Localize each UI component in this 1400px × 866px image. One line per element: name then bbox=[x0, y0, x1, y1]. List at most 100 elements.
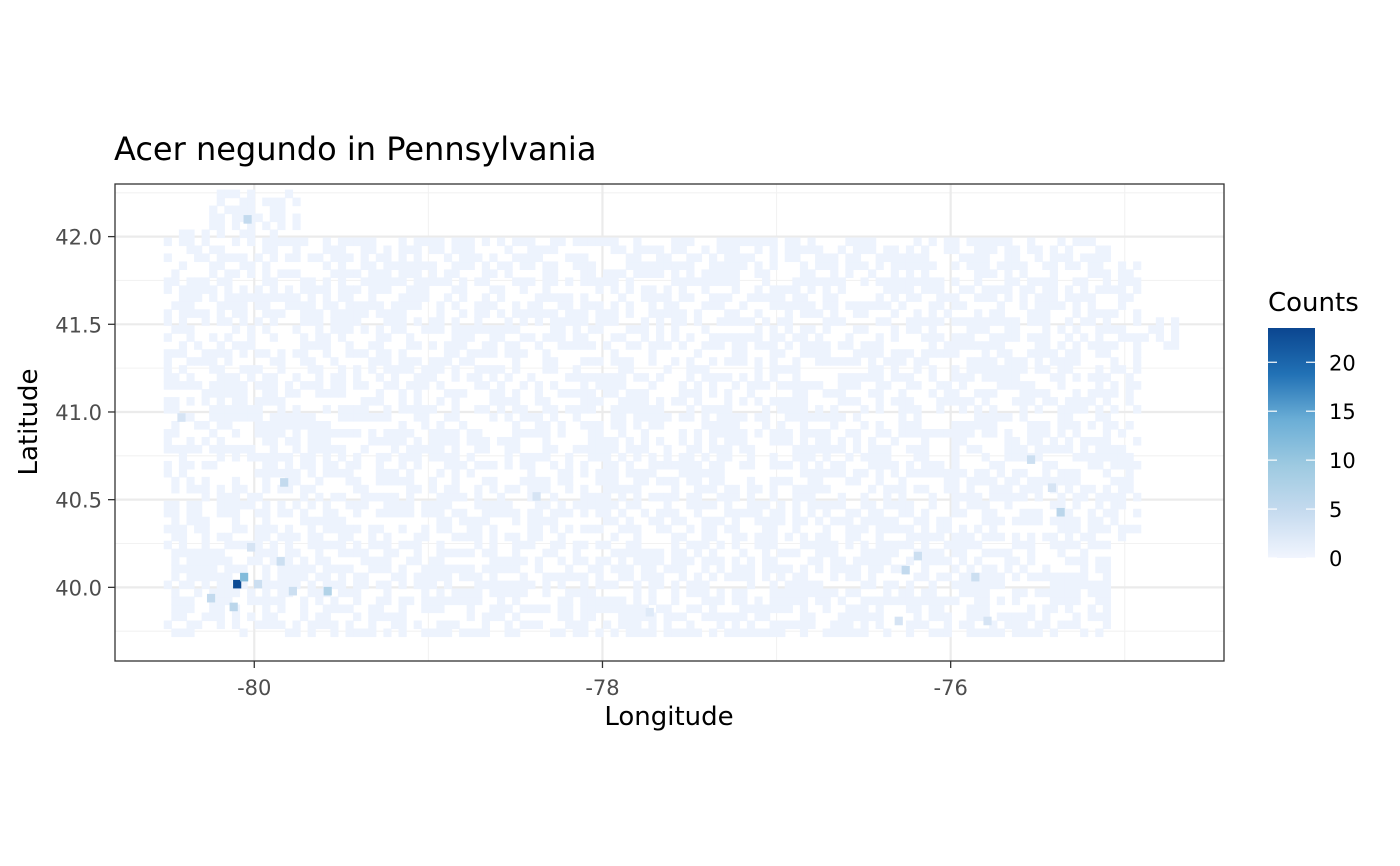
heatmap-cell bbox=[1049, 253, 1058, 263]
heatmap-cell bbox=[390, 436, 400, 446]
heatmap-cell bbox=[254, 253, 263, 263]
heatmap-cell bbox=[966, 397, 975, 406]
heatmap-cell bbox=[936, 349, 945, 358]
heatmap-cell bbox=[815, 556, 824, 566]
heatmap-cell bbox=[701, 341, 710, 350]
heatmap-cell bbox=[209, 405, 218, 414]
heatmap-cell bbox=[762, 405, 771, 414]
heatmap-cell bbox=[345, 500, 354, 510]
heatmap-cell bbox=[875, 405, 884, 414]
heatmap-cell bbox=[337, 580, 347, 590]
heatmap-cell bbox=[777, 421, 786, 430]
heatmap-cell bbox=[549, 413, 559, 422]
heatmap-cell bbox=[625, 604, 634, 614]
legend-colorbar bbox=[1268, 328, 1315, 558]
heatmap-cell bbox=[572, 413, 581, 422]
heatmap-cell bbox=[868, 484, 877, 494]
heatmap-cell bbox=[284, 548, 294, 558]
heatmap-cell bbox=[595, 428, 604, 438]
heatmap-cell bbox=[928, 492, 937, 502]
heatmap-cell bbox=[852, 628, 862, 638]
heatmap-cell bbox=[1133, 349, 1142, 358]
heatmap-cell bbox=[254, 413, 263, 422]
heatmap-cell bbox=[1042, 389, 1051, 398]
heatmap-cell bbox=[330, 325, 339, 334]
chart-title: Acer negundo in Pennsylvania bbox=[114, 130, 596, 168]
heatmap-cell bbox=[171, 532, 180, 542]
heatmap-cell bbox=[1019, 540, 1028, 550]
heatmap-cell bbox=[565, 572, 574, 582]
heatmap-cell bbox=[375, 285, 384, 294]
heatmap-cell bbox=[1087, 373, 1096, 382]
heatmap-cell bbox=[936, 532, 945, 542]
heatmap-cell bbox=[1087, 588, 1096, 598]
heatmap-cell bbox=[322, 285, 331, 294]
heatmap-cell bbox=[648, 468, 657, 478]
heatmap-cell bbox=[610, 460, 619, 470]
heatmap-cell bbox=[186, 476, 195, 486]
heatmap-cell bbox=[307, 468, 316, 478]
heatmap-cell bbox=[292, 532, 301, 542]
heatmap-cell bbox=[974, 413, 983, 422]
heatmap-cell bbox=[209, 349, 218, 358]
heatmap-cell bbox=[1102, 373, 1112, 382]
heatmap-cell bbox=[731, 428, 740, 438]
heatmap-cell bbox=[905, 596, 915, 606]
heatmap-cell bbox=[451, 245, 460, 255]
heatmap-cell bbox=[709, 596, 718, 606]
heatmap-cell bbox=[1117, 500, 1127, 510]
heatmap-cell bbox=[1027, 421, 1036, 430]
heatmap-cell bbox=[996, 285, 1005, 294]
heatmap-cell bbox=[1049, 628, 1058, 638]
heatmap-cell bbox=[769, 516, 778, 526]
heatmap-cell bbox=[353, 476, 362, 486]
heatmap-cell bbox=[345, 237, 354, 247]
heatmap-cell bbox=[974, 277, 983, 286]
heatmap-cell bbox=[406, 556, 415, 566]
heatmap-cell bbox=[481, 436, 490, 446]
heatmap-cell bbox=[451, 452, 460, 462]
heatmap-cell bbox=[239, 285, 248, 294]
heatmap-cell bbox=[799, 580, 809, 590]
heatmap-cell bbox=[1072, 421, 1081, 430]
heatmap-cell bbox=[224, 317, 233, 326]
heatmap-cell bbox=[731, 524, 740, 534]
heatmap-cell bbox=[406, 500, 415, 510]
heatmap-cell bbox=[656, 261, 665, 271]
heatmap-cell bbox=[1042, 532, 1051, 542]
heatmap-cell bbox=[466, 261, 475, 271]
heatmap-cell bbox=[383, 612, 392, 622]
heatmap-cell bbox=[459, 253, 468, 263]
heatmap-cell bbox=[731, 508, 740, 518]
heatmap-cell bbox=[663, 452, 672, 462]
heatmap-cell bbox=[307, 421, 316, 430]
heatmap-cell bbox=[1027, 333, 1036, 342]
heatmap-cell bbox=[390, 548, 400, 558]
heatmap-cell bbox=[852, 588, 862, 598]
heatmap-cell bbox=[284, 524, 294, 534]
heatmap-cell bbox=[746, 604, 756, 614]
heatmap-cell bbox=[936, 405, 945, 414]
heatmap-cell bbox=[171, 516, 180, 526]
heatmap-cell bbox=[754, 285, 763, 294]
heatmap-cell bbox=[322, 341, 331, 350]
heatmap-cell bbox=[799, 301, 809, 310]
heatmap-cell bbox=[602, 500, 612, 510]
heatmap-cell bbox=[1057, 444, 1066, 454]
heatmap-cell bbox=[822, 428, 831, 438]
heatmap-cell bbox=[337, 548, 347, 558]
heatmap-cell bbox=[549, 309, 559, 318]
heatmap-cell bbox=[943, 596, 952, 606]
heatmap-cell bbox=[565, 253, 574, 263]
heatmap-cell bbox=[852, 556, 862, 566]
heatmap-cell bbox=[443, 500, 453, 510]
heatmap-cell bbox=[421, 588, 430, 598]
heatmap-cell bbox=[277, 572, 286, 582]
heatmap-cell bbox=[269, 612, 278, 622]
heatmap-cell bbox=[792, 524, 801, 534]
heatmap-cell bbox=[1034, 572, 1043, 582]
heatmap-cell bbox=[322, 620, 331, 630]
heatmap-cell bbox=[686, 540, 695, 550]
heatmap-cell bbox=[209, 460, 218, 470]
heatmap-cell bbox=[504, 452, 513, 462]
